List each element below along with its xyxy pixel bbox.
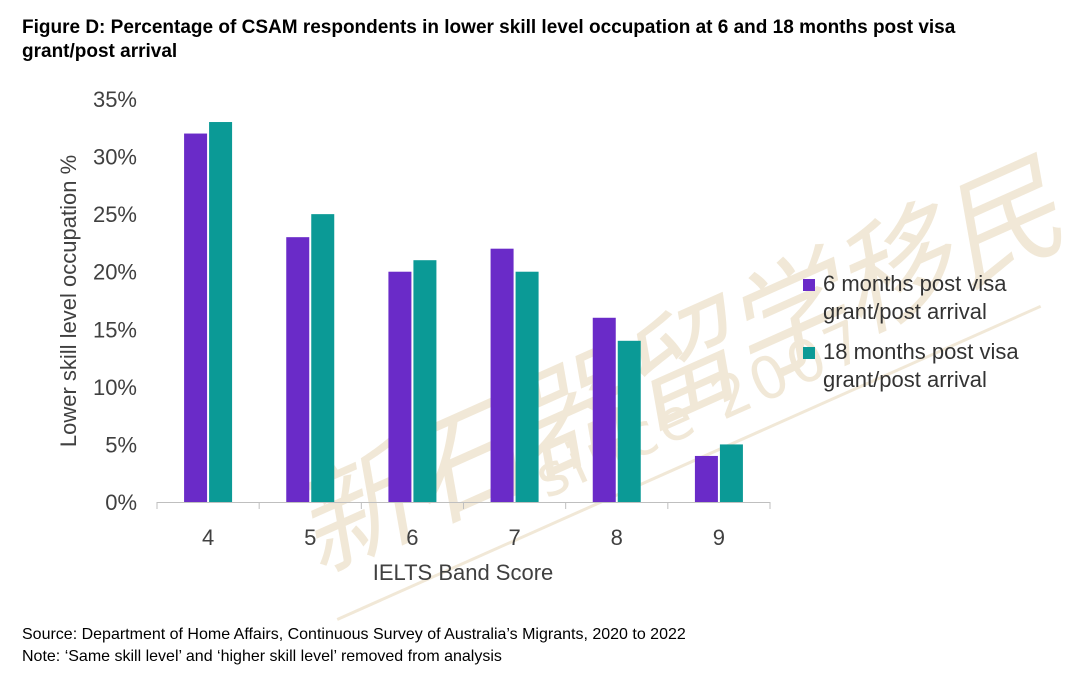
bar-6-months-8	[592, 317, 616, 502]
legend-swatch-6-months	[803, 279, 815, 291]
chart-legend: 6 months post visa grant/post arrival 18…	[803, 270, 1073, 406]
chart-bars	[184, 122, 743, 503]
chart-footer: Source: Department of Home Affairs, Cont…	[22, 624, 686, 668]
x-tick-label: 9	[713, 525, 725, 550]
legend-item-6-months: 6 months post visa grant/post arrival	[803, 270, 1073, 326]
bar-18-months-6	[413, 260, 437, 502]
legend-label-6-months: 6 months post visa grant/post arrival	[823, 271, 1007, 324]
bar-18-months-8	[617, 340, 641, 502]
source-note: Source: Department of Home Affairs, Cont…	[22, 626, 686, 643]
legend-item-18-months: 18 months post visa grant/post arrival	[803, 338, 1073, 394]
chart-title-line-2: grant/post arrival	[22, 41, 178, 62]
chart-title-line-1: Figure D: Percentage of CSAM respondents…	[22, 17, 956, 38]
y-tick-label: 35%	[93, 87, 137, 112]
x-tick-label: 8	[611, 525, 623, 550]
x-tick-label: 6	[406, 525, 418, 550]
y-tick-label: 5%	[105, 432, 137, 457]
watermark-underline	[336, 304, 1042, 621]
chart-axes: 0% 5% 10% 15% 20% 25% 30% 35% 4 5 6 7 8 9 IELTS Band S…	[56, 87, 771, 585]
x-axis-label: IELTS Band Score	[373, 560, 554, 585]
bar-18-months-7	[515, 271, 539, 502]
y-tick-label: 20%	[93, 260, 137, 285]
y-tick-label: 25%	[93, 202, 137, 227]
bar-6-months-4	[184, 133, 208, 503]
bar-6-months-7	[490, 248, 514, 502]
y-tick-label: 30%	[93, 145, 137, 170]
x-tick-label: 7	[508, 525, 520, 550]
y-tick-label: 0%	[105, 490, 137, 515]
y-tick-label: 10%	[93, 375, 137, 400]
x-tick-label: 5	[304, 525, 316, 550]
y-axis-label: Lower skill level occupation %	[56, 155, 81, 447]
x-tick-label: 4	[202, 525, 214, 550]
legend-swatch-18-months	[803, 347, 815, 359]
bar-18-months-5	[311, 214, 335, 502]
legend-label-18-months: 18 months post visa grant/post arrival	[823, 339, 1019, 392]
y-tick-label: 15%	[93, 317, 137, 342]
chart-title: Figure D: Percentage of CSAM respondents…	[22, 16, 1062, 64]
bar-6-months-9	[694, 455, 718, 502]
bar-18-months-9	[719, 444, 743, 502]
bar-6-months-6	[388, 271, 412, 502]
bar-18-months-4	[209, 122, 233, 503]
bar-6-months-5	[286, 237, 310, 502]
analysis-note: Note: ‘Same skill level’ and ‘higher ski…	[22, 648, 502, 665]
